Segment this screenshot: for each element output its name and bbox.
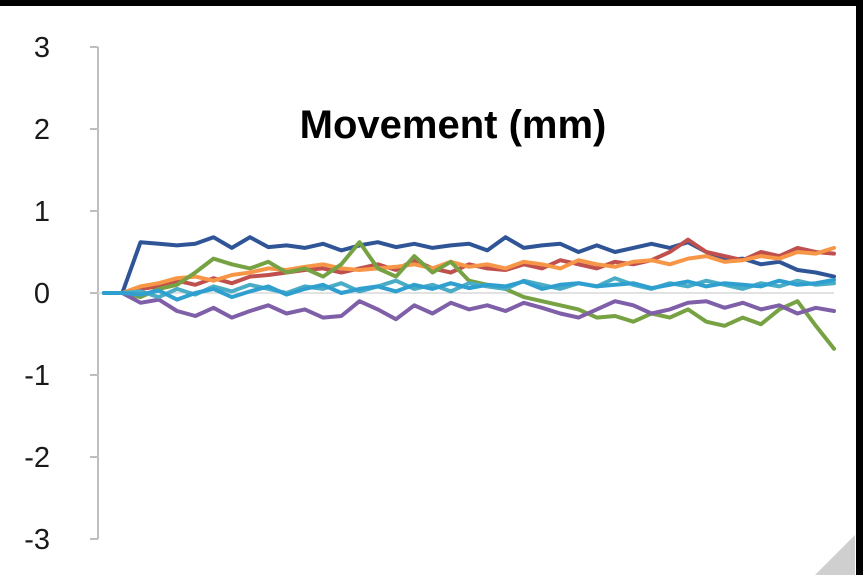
chart-title: Movement (mm)	[300, 103, 607, 147]
y-tick-label: 3	[34, 32, 50, 64]
series-line-3	[102, 245, 836, 295]
y-tick-label: -1	[24, 360, 50, 392]
series-line-6	[102, 276, 836, 300]
series-line-5	[102, 291, 836, 322]
y-tick-label: -3	[24, 524, 50, 556]
chart-panel: -3 -2 -1 0 1 2 3 Movement (mm)	[0, 6, 856, 575]
movement-chart: -3 -2 -1 0 1 2 3 Movement (mm)	[24, 32, 836, 556]
series-line-2	[102, 237, 836, 295]
series-layer	[102, 235, 836, 351]
series-line-7	[102, 277, 836, 302]
series-line-4	[102, 240, 836, 351]
y-tick-label: 0	[34, 278, 50, 310]
y-tick-label: 1	[34, 196, 50, 228]
y-tick-label: -2	[24, 442, 50, 474]
page-curl-icon	[815, 535, 855, 575]
y-tick-label: 2	[34, 114, 50, 146]
